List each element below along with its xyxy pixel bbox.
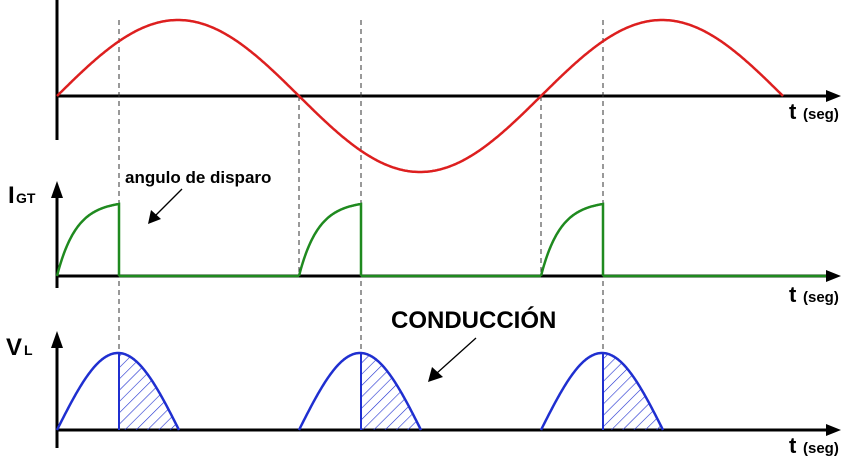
conduction-region-2 — [361, 353, 421, 430]
firing-angle-pointer-head — [148, 210, 161, 224]
load-lobe-3 — [539, 351, 665, 431]
conduction-hatch-group — [119, 353, 663, 430]
bottom-x-axis-arrow — [826, 424, 841, 436]
bottom-unit-label: (seg) — [803, 440, 839, 457]
bottom-t-label: t — [789, 433, 797, 458]
top-unit-label: (seg) — [803, 106, 839, 123]
conduction-region-3 — [603, 353, 663, 430]
gate-pulse-3 — [539, 202, 605, 277]
gate-pulse-1 — [55, 202, 121, 277]
load-lobe-2 — [297, 351, 423, 431]
conduction-annotation: CONDUCCIÓN — [391, 306, 556, 334]
firing-angle-pointer — [154, 188, 183, 217]
gate-current-wave — [55, 202, 826, 278]
firing-angle-annotation: angulo de disparo — [125, 168, 271, 187]
top-t-label: t — [789, 99, 797, 124]
gate-pulse-2 — [297, 202, 363, 277]
conduction-pointer-head — [428, 367, 443, 382]
middle-unit-label: (seg) — [803, 289, 839, 306]
load-lobe-1 — [55, 351, 181, 431]
source-voltage-wave — [56, 18, 784, 174]
middle-t-label: t — [789, 282, 797, 307]
vl-label-main: V — [6, 334, 22, 361]
conduction-region-1 — [119, 353, 179, 430]
conduction-pointer — [436, 337, 477, 374]
firing-guide-lines — [118, 20, 604, 353]
top-x-axis-arrow — [826, 90, 841, 102]
vl-label-sub: L — [24, 342, 33, 358]
igt-label-main: I — [8, 182, 15, 209]
middle-x-axis-arrow — [826, 270, 841, 282]
middle-y-axis-arrow — [51, 181, 63, 198]
load-voltage-wave — [55, 351, 665, 431]
bottom-y-axis-arrow — [51, 331, 63, 348]
igt-label-sub: GT — [16, 190, 36, 206]
